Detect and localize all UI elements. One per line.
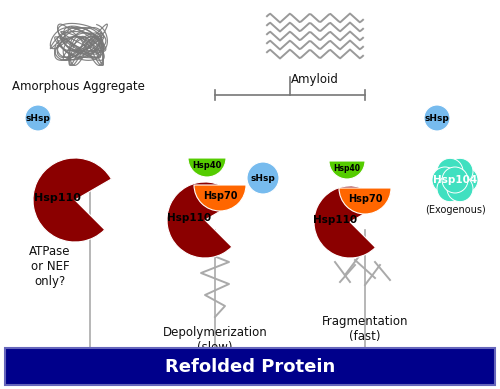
Circle shape: [25, 105, 51, 131]
Text: sHsp: sHsp: [26, 114, 50, 123]
Wedge shape: [167, 182, 238, 258]
Text: sHsp: sHsp: [424, 114, 450, 123]
Text: Depolymerization
(slow): Depolymerization (slow): [162, 326, 268, 354]
Circle shape: [437, 158, 463, 184]
Text: sHsp: sHsp: [250, 173, 276, 182]
Text: Hsp110: Hsp110: [313, 215, 357, 225]
Wedge shape: [329, 161, 365, 179]
Wedge shape: [33, 158, 112, 242]
Circle shape: [247, 162, 279, 194]
Text: Amorphous Aggregate: Amorphous Aggregate: [12, 80, 144, 93]
Text: Fragmentation
(fast): Fragmentation (fast): [322, 315, 408, 343]
Text: Hsp110: Hsp110: [167, 213, 211, 223]
Text: ATPase
or NEF
only?: ATPase or NEF only?: [29, 245, 71, 288]
Wedge shape: [339, 188, 391, 214]
Circle shape: [437, 176, 463, 202]
Circle shape: [442, 167, 468, 193]
Text: Refolded Protein: Refolded Protein: [165, 357, 335, 375]
Circle shape: [424, 105, 450, 131]
Circle shape: [447, 158, 473, 184]
Bar: [5, 348, 495, 385]
Text: Amyloid: Amyloid: [291, 73, 339, 86]
Wedge shape: [188, 158, 226, 177]
Wedge shape: [194, 185, 246, 211]
Text: (Exogenous): (Exogenous): [424, 205, 486, 215]
Wedge shape: [314, 186, 381, 258]
Circle shape: [447, 176, 473, 202]
Circle shape: [432, 167, 458, 193]
Text: Hsp104: Hsp104: [433, 175, 477, 185]
Text: Hsp110: Hsp110: [34, 193, 81, 203]
Text: Hsp70: Hsp70: [203, 191, 237, 201]
Text: Hsp40: Hsp40: [192, 161, 222, 170]
Text: Hsp40: Hsp40: [334, 164, 360, 173]
Text: Hsp70: Hsp70: [348, 194, 382, 204]
Circle shape: [452, 167, 478, 193]
